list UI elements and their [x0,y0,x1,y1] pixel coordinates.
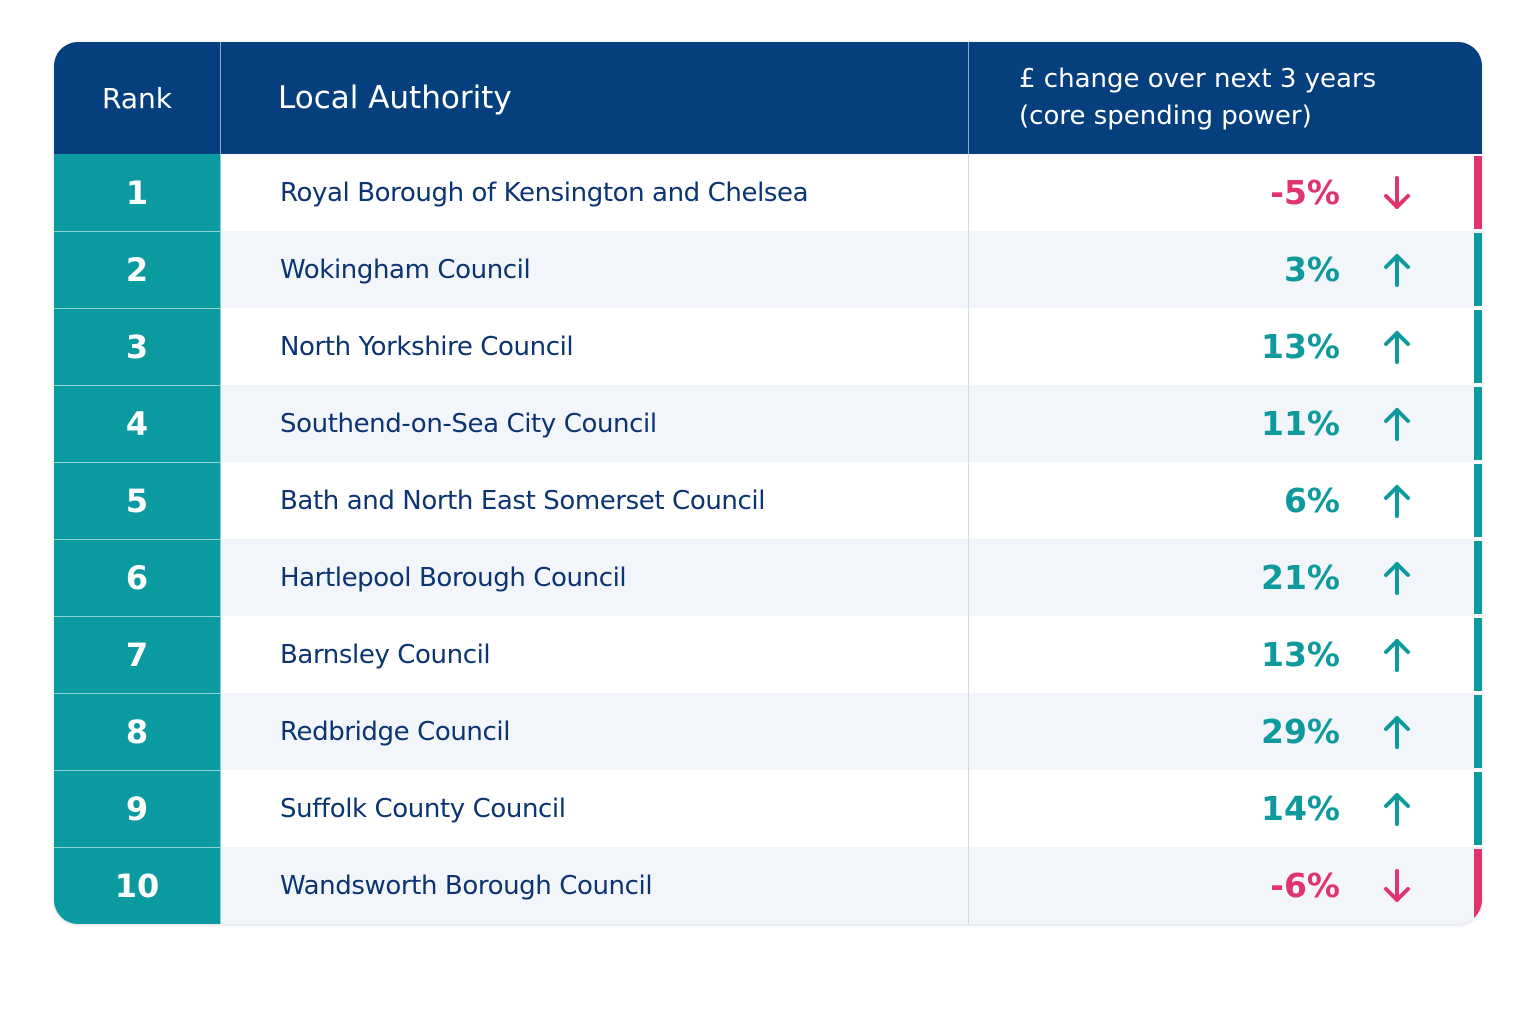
rank-cell: 10 [54,847,221,924]
change-value: -5% [1270,173,1340,212]
arrow-down-icon [1384,868,1410,902]
header-change: £ change over next 3 years (core spendin… [969,42,1482,154]
positive-indicator-bar [1474,387,1482,460]
rank-cell: 5 [54,462,221,539]
header-change-line1: £ change over next 3 years [1019,64,1377,94]
rank-cell: 4 [54,385,221,462]
positive-indicator-bar [1474,618,1482,691]
positive-indicator-bar [1474,233,1482,306]
row-body: Wandsworth Borough Council -6% [221,847,1482,924]
row-body: Wokingham Council 3% [221,231,1482,308]
table-header: Rank Local Authority £ change over next … [54,42,1482,154]
table-row: 9 Suffolk County Council 14% [54,770,1482,847]
positive-indicator-bar [1474,464,1482,537]
negative-indicator-bar [1474,849,1482,922]
change-value: -6% [1270,866,1340,905]
change-cell: 13% [969,308,1482,385]
row-body: Suffolk County Council 14% [221,770,1482,847]
row-body: Redbridge Council 29% [221,693,1482,770]
rank-cell: 1 [54,154,221,231]
authority-name: Royal Borough of Kensington and Chelsea [221,154,969,231]
authority-name: Barnsley Council [221,616,969,693]
change-value: 14% [1261,789,1340,828]
header-change-line2: (core spending power) [1019,101,1312,131]
row-body: Bath and North East Somerset Council 6% [221,462,1482,539]
table-row: 1 Royal Borough of Kensington and Chelsea… [54,154,1482,231]
change-value: 29% [1261,712,1340,751]
change-cell: 13% [969,616,1482,693]
arrow-up-icon [1384,638,1410,672]
rank-cell: 2 [54,231,221,308]
arrow-up-icon [1384,330,1410,364]
row-body: Barnsley Council 13% [221,616,1482,693]
rank-cell: 3 [54,308,221,385]
change-cell: 6% [969,462,1482,539]
change-cell: 21% [969,539,1482,616]
ranking-table: Rank Local Authority £ change over next … [54,42,1482,924]
row-body: Hartlepool Borough Council 21% [221,539,1482,616]
table-body: 1 Royal Borough of Kensington and Chelsea… [54,154,1482,924]
positive-indicator-bar [1474,695,1482,768]
change-value: 13% [1261,327,1340,366]
header-rank: Rank [54,42,221,154]
change-value: 13% [1261,635,1340,674]
row-body: Royal Borough of Kensington and Chelsea -… [221,154,1482,231]
arrow-up-icon [1384,792,1410,826]
authority-name: Suffolk County Council [221,770,969,847]
authority-name: Bath and North East Somerset Council [221,462,969,539]
change-value: 11% [1261,404,1340,443]
authority-name: North Yorkshire Council [221,308,969,385]
change-value: 21% [1261,558,1340,597]
negative-indicator-bar [1474,156,1482,229]
change-cell: 14% [969,770,1482,847]
positive-indicator-bar [1474,541,1482,614]
authority-name: Redbridge Council [221,693,969,770]
rank-cell: 9 [54,770,221,847]
change-cell: 3% [969,231,1482,308]
arrow-down-icon [1384,175,1410,209]
arrow-up-icon [1384,715,1410,749]
table-row: 3 North Yorkshire Council 13% [54,308,1482,385]
arrow-up-icon [1384,561,1410,595]
header-change-label: £ change over next 3 years (core spendin… [1019,61,1376,135]
table-row: 8 Redbridge Council 29% [54,693,1482,770]
row-body: North Yorkshire Council 13% [221,308,1482,385]
table-row: 6 Hartlepool Borough Council 21% [54,539,1482,616]
table-row: 2 Wokingham Council 3% [54,231,1482,308]
arrow-up-icon [1384,484,1410,518]
header-rank-label: Rank [102,81,172,115]
authority-name: Wandsworth Borough Council [221,847,969,924]
change-cell: -6% [969,847,1482,924]
table-row: 10 Wandsworth Borough Council -6% [54,847,1482,924]
table-row: 4 Southend-on-Sea City Council 11% [54,385,1482,462]
rank-cell: 6 [54,539,221,616]
change-value: 6% [1283,481,1340,520]
change-value: 3% [1283,250,1340,289]
authority-name: Wokingham Council [221,231,969,308]
arrow-up-icon [1384,253,1410,287]
authority-name: Hartlepool Borough Council [221,539,969,616]
header-authority: Local Authority [221,42,969,154]
rank-cell: 8 [54,693,221,770]
rank-cell: 7 [54,616,221,693]
table-row: 7 Barnsley Council 13% [54,616,1482,693]
header-authority-label: Local Authority [278,80,512,116]
change-cell: -5% [969,154,1482,231]
change-cell: 11% [969,385,1482,462]
table-row: 5 Bath and North East Somerset Council 6% [54,462,1482,539]
authority-name: Southend-on-Sea City Council [221,385,969,462]
row-body: Southend-on-Sea City Council 11% [221,385,1482,462]
change-cell: 29% [969,693,1482,770]
arrow-up-icon [1384,407,1410,441]
positive-indicator-bar [1474,772,1482,845]
positive-indicator-bar [1474,310,1482,383]
